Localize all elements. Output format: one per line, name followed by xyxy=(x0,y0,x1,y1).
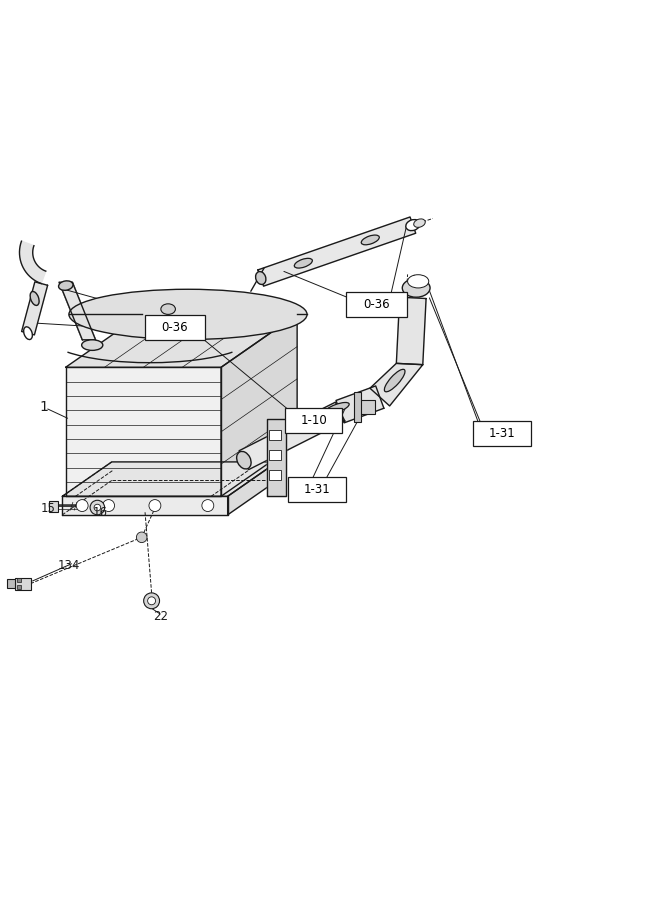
Ellipse shape xyxy=(408,274,429,288)
Text: 16: 16 xyxy=(93,507,108,519)
Text: 1-31: 1-31 xyxy=(489,427,516,440)
Polygon shape xyxy=(336,386,384,423)
Ellipse shape xyxy=(406,220,420,230)
Circle shape xyxy=(94,504,101,511)
Polygon shape xyxy=(21,282,47,335)
Circle shape xyxy=(202,500,214,511)
Text: 22: 22 xyxy=(153,610,167,623)
FancyBboxPatch shape xyxy=(285,408,342,433)
Circle shape xyxy=(136,532,147,543)
Text: 1: 1 xyxy=(39,400,48,414)
Text: 0-36: 0-36 xyxy=(363,298,390,311)
FancyBboxPatch shape xyxy=(473,421,532,446)
Polygon shape xyxy=(65,367,221,496)
Ellipse shape xyxy=(362,235,380,245)
Polygon shape xyxy=(258,217,416,286)
Ellipse shape xyxy=(384,369,405,392)
Bar xyxy=(17,585,21,589)
Ellipse shape xyxy=(81,340,103,350)
Circle shape xyxy=(76,500,88,511)
FancyBboxPatch shape xyxy=(288,477,346,502)
Ellipse shape xyxy=(294,258,312,268)
Ellipse shape xyxy=(414,219,426,228)
Bar xyxy=(49,501,58,511)
Bar xyxy=(354,392,361,421)
Ellipse shape xyxy=(23,327,33,339)
Circle shape xyxy=(147,597,155,605)
Ellipse shape xyxy=(30,292,39,305)
Ellipse shape xyxy=(255,272,266,284)
FancyBboxPatch shape xyxy=(346,292,407,317)
Circle shape xyxy=(149,500,161,511)
Ellipse shape xyxy=(237,452,251,469)
FancyBboxPatch shape xyxy=(145,315,205,340)
Text: 1-31: 1-31 xyxy=(303,483,330,496)
Bar xyxy=(269,470,281,480)
Ellipse shape xyxy=(402,279,430,297)
Circle shape xyxy=(103,500,115,511)
Text: 15: 15 xyxy=(40,501,55,515)
Polygon shape xyxy=(221,314,297,496)
Polygon shape xyxy=(62,462,277,496)
Bar xyxy=(7,579,15,589)
Text: 134: 134 xyxy=(58,559,80,572)
Polygon shape xyxy=(19,241,46,284)
Ellipse shape xyxy=(161,304,175,314)
Bar xyxy=(15,578,31,590)
Polygon shape xyxy=(227,462,277,515)
Bar xyxy=(17,579,21,582)
Polygon shape xyxy=(65,314,297,367)
Ellipse shape xyxy=(324,402,350,414)
Circle shape xyxy=(143,593,159,608)
Polygon shape xyxy=(62,496,227,515)
Bar xyxy=(269,450,281,460)
Polygon shape xyxy=(370,364,423,406)
Ellipse shape xyxy=(69,289,307,339)
Polygon shape xyxy=(396,297,426,364)
Polygon shape xyxy=(239,402,345,470)
Text: 1-10: 1-10 xyxy=(300,414,327,427)
Text: 0-36: 0-36 xyxy=(161,321,188,334)
Polygon shape xyxy=(267,418,285,496)
Polygon shape xyxy=(59,283,95,340)
Bar xyxy=(357,400,375,414)
Bar xyxy=(269,430,281,440)
Ellipse shape xyxy=(59,281,73,291)
Circle shape xyxy=(90,500,105,515)
